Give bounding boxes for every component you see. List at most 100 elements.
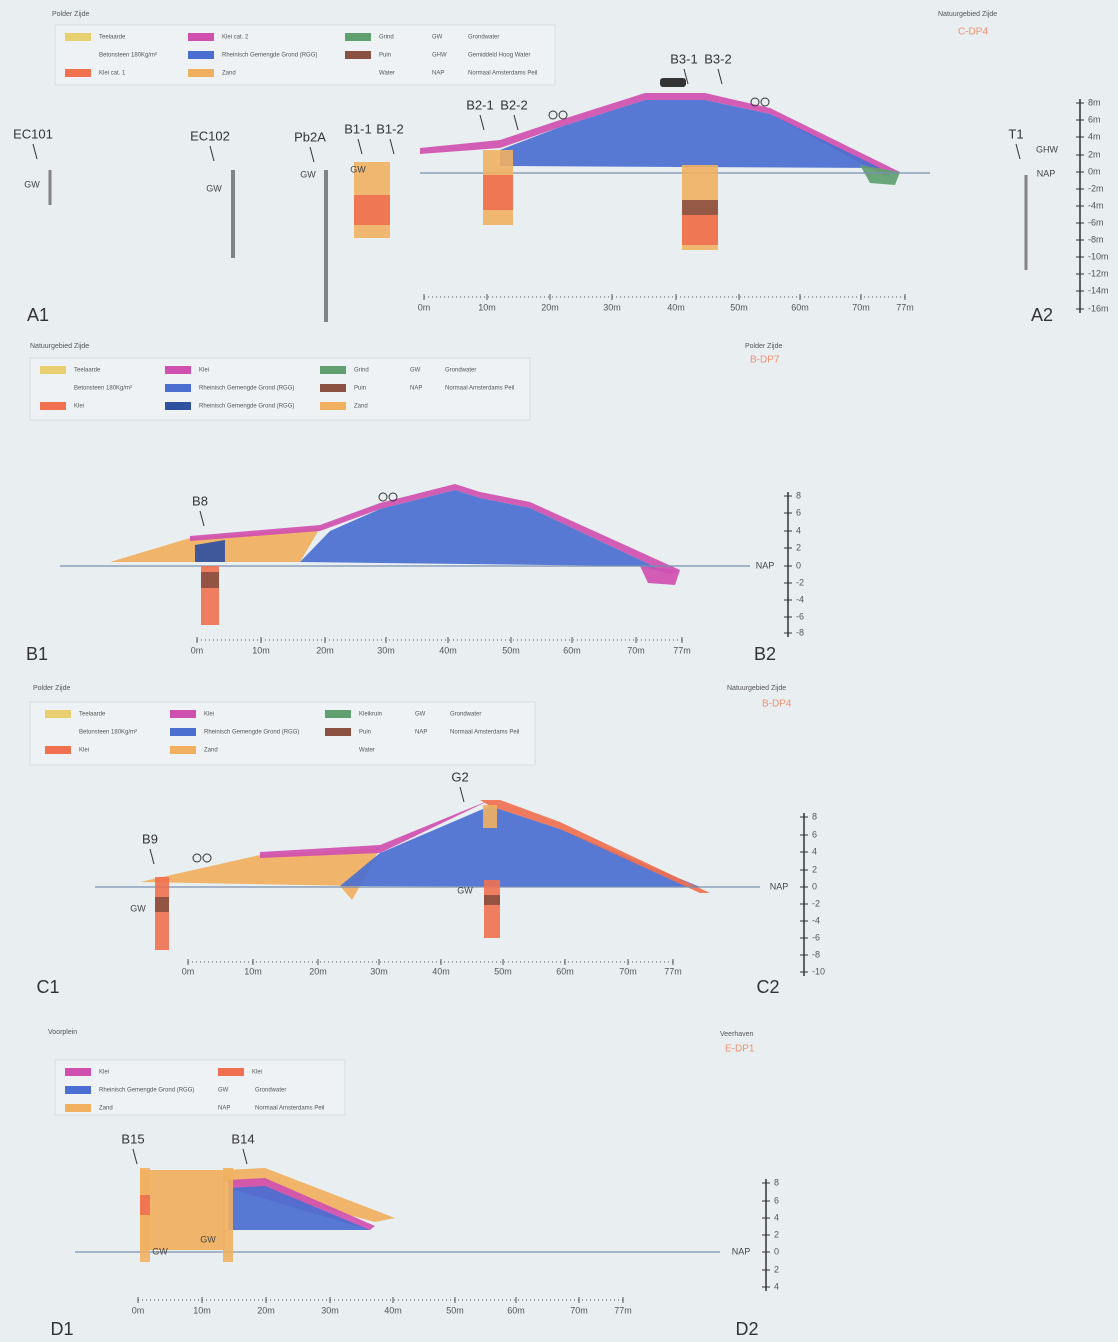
soil-layer <box>500 100 880 168</box>
side-label: Natuurgebied Zijde <box>727 685 786 692</box>
side-label: Polder Zijde <box>52 11 89 18</box>
level-label: -4m <box>1088 200 1104 210</box>
legend-label: Puin <box>354 386 366 392</box>
level-marker: GW <box>200 1234 216 1244</box>
distance-label: 60m <box>556 966 574 976</box>
distance-label: 30m <box>377 645 395 655</box>
boring-column <box>231 170 235 258</box>
boring-label: EC102 <box>190 128 230 143</box>
distance-label: 30m <box>603 302 621 312</box>
boring-pointer <box>32 143 38 160</box>
legend-meaning: Normaal Amsterdams Peil <box>445 386 514 392</box>
level-marker: GW <box>152 1246 168 1256</box>
legend-swatch <box>188 69 214 77</box>
level-label: 4 <box>812 846 817 856</box>
level-label: -8 <box>796 627 804 637</box>
soil-layer <box>300 490 670 574</box>
distance-label: 30m <box>370 966 388 976</box>
level-marker: GW <box>350 164 366 174</box>
soil-layer <box>228 1186 370 1230</box>
level-label: -14m <box>1088 285 1109 295</box>
level-marker: NAP <box>770 881 789 891</box>
legend-label: Rheinisch Gemengde Grond (RGG) <box>199 386 294 392</box>
legend-meaning: Gemiddeld Hoog Water <box>468 53 530 59</box>
level-label: -6m <box>1088 217 1104 227</box>
side-label: Natuurgebied Zijde <box>30 343 89 350</box>
distance-label: 20m <box>257 1305 275 1315</box>
legend-label: Zand <box>204 748 218 754</box>
section-end: B2 <box>754 644 776 664</box>
section-end: A2 <box>1031 305 1053 325</box>
boring-pointer <box>459 786 465 803</box>
boring-column <box>1024 175 1028 270</box>
boring-pointer <box>199 510 205 527</box>
distance-label: 50m <box>730 302 748 312</box>
distance-label: 50m <box>494 966 512 976</box>
distance-label: 40m <box>432 966 450 976</box>
distance-label: 60m <box>507 1305 525 1315</box>
distance-label: 10m <box>478 302 496 312</box>
boring-label: T1 <box>1008 126 1023 141</box>
legend-label: Water <box>359 748 375 754</box>
distance-label: 70m <box>619 966 637 976</box>
boring-pointer <box>132 1148 138 1165</box>
legend-label: Rheinisch Gemengde Grond (RGG) <box>204 730 299 736</box>
bicycle-icon <box>378 492 388 502</box>
distance-label: 60m <box>563 645 581 655</box>
legend-meaning: Normaal Amsterdams Peil <box>450 730 519 736</box>
boring-pointer <box>149 848 155 865</box>
legend-label: Zand <box>99 1106 113 1112</box>
soil-layer <box>860 165 900 185</box>
soil-layer <box>140 1170 225 1250</box>
legend-meaning: Normaal Amsterdams Peil <box>255 1106 324 1112</box>
legend-swatch <box>40 366 66 374</box>
legend-abbr: NAP <box>432 71 444 77</box>
distance-label: 77m <box>614 1305 632 1315</box>
legend-label: Klei <box>74 404 84 410</box>
soil-layer <box>140 848 380 886</box>
level-label: 2 <box>812 864 817 874</box>
legend-label: Kleikruin <box>359 712 382 718</box>
boring-column <box>48 170 52 205</box>
boring-column <box>483 805 497 828</box>
distance-label: 77m <box>664 966 682 976</box>
section-end: C2 <box>756 977 779 997</box>
level-marker: GW <box>24 179 40 189</box>
legend-label: Klei cat. 2 <box>222 35 249 41</box>
distance-label: 40m <box>667 302 685 312</box>
legend-box <box>29 357 531 421</box>
boring-label: Pb2A <box>294 129 326 144</box>
distance-label: 70m <box>627 645 645 655</box>
level-marker: GHW <box>1036 144 1059 154</box>
bicycle-icon <box>548 110 558 120</box>
side-label: Veerhaven <box>720 1031 754 1038</box>
distance-label: 77m <box>673 645 691 655</box>
boring-label: B2-1 <box>466 97 493 112</box>
bicycle-icon <box>760 97 770 107</box>
distance-label: 70m <box>852 302 870 312</box>
legend-swatch <box>65 69 91 77</box>
level-label: -8 <box>812 949 820 959</box>
legend-abbr: NAP <box>410 386 422 392</box>
boring-pointer <box>209 145 215 162</box>
boring-pointer <box>479 114 485 131</box>
legend-label: Rheinisch Gemengde Grond (RGG) <box>99 1088 194 1094</box>
soil-layer <box>190 484 680 574</box>
soil-layer <box>420 93 900 176</box>
legend-label: Klei <box>79 748 89 754</box>
boring-pointer <box>717 68 723 85</box>
boring-label: B1-2 <box>376 121 403 136</box>
soil-layer <box>340 806 700 887</box>
legend-swatch <box>188 33 214 41</box>
legend-label: Rheinisch Gemengde Grond (RGG) <box>199 404 294 410</box>
legend-label: Zand <box>222 71 236 77</box>
legend-label: Betonsteen 180Kg/m² <box>99 53 157 59</box>
level-label: -2 <box>812 898 820 908</box>
distance-label: 10m <box>252 645 270 655</box>
boring-column <box>324 170 328 322</box>
section-code: E-DP1 <box>725 1044 755 1055</box>
section-end: D1 <box>50 1319 73 1339</box>
legend-swatch <box>170 728 196 736</box>
side-label: Voorplein <box>48 1029 77 1036</box>
